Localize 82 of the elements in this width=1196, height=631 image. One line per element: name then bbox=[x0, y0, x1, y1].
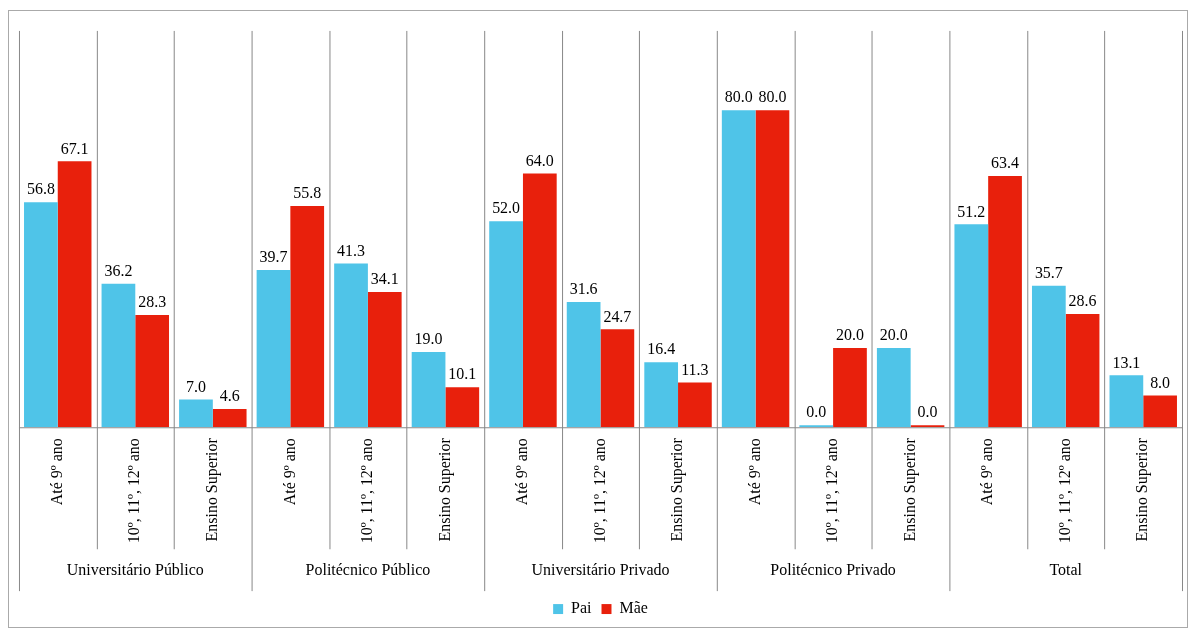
bar bbox=[600, 329, 635, 428]
data-label: 55.8 bbox=[293, 184, 322, 202]
data-label: 28.6 bbox=[1068, 292, 1097, 310]
data-label: 20.0 bbox=[835, 326, 864, 344]
bar bbox=[367, 292, 402, 428]
bar bbox=[212, 409, 247, 428]
bar bbox=[135, 315, 170, 428]
data-label: 39.7 bbox=[259, 248, 288, 266]
bar bbox=[1143, 395, 1177, 428]
bar bbox=[411, 351, 446, 428]
bar bbox=[445, 387, 480, 428]
bar bbox=[1109, 375, 1144, 428]
data-label: 80.0 bbox=[758, 88, 787, 106]
data-label: 20.0 bbox=[879, 326, 908, 344]
text: Politécnico Privado bbox=[770, 561, 896, 579]
data-label: 67.1 bbox=[60, 139, 89, 157]
bar bbox=[988, 175, 1022, 428]
bar bbox=[678, 382, 712, 428]
x-tick-label: Até 9º ano bbox=[47, 438, 65, 506]
bar bbox=[721, 110, 756, 428]
bar bbox=[833, 347, 867, 428]
legend-label: Mãe bbox=[619, 599, 648, 617]
bar bbox=[179, 399, 213, 428]
x-tick-label: 10º, 11º, 12º ano bbox=[358, 438, 376, 544]
bar bbox=[566, 302, 601, 428]
bar bbox=[522, 173, 557, 428]
bar bbox=[24, 202, 58, 428]
bar bbox=[1031, 285, 1066, 428]
bar bbox=[334, 263, 368, 428]
x-tick-label: Até 9º ano bbox=[280, 438, 298, 506]
bar bbox=[755, 110, 790, 428]
data-label: 7.0 bbox=[185, 377, 206, 395]
x-tick-label: Ensino Superior bbox=[1133, 437, 1152, 542]
x-tick-label: Ensino Superior bbox=[435, 437, 454, 542]
x-tick-label: 10º, 11º, 12º ano bbox=[590, 438, 608, 544]
data-label: 31.6 bbox=[569, 280, 598, 298]
data-label: 35.7 bbox=[1034, 264, 1063, 281]
x-tick-label: Ensino Superior bbox=[668, 437, 687, 542]
x-tick-label: Ensino Superior bbox=[203, 437, 222, 542]
bar bbox=[910, 425, 945, 428]
data-label: 56.8 bbox=[26, 180, 55, 198]
data-label: 36.2 bbox=[104, 262, 133, 280]
data-label: 4.6 bbox=[219, 387, 240, 405]
x-tick-label: 10º, 11º, 12º ano bbox=[125, 438, 143, 544]
data-label: 0.0 bbox=[917, 403, 938, 421]
x-tick-label: Até 9º ano bbox=[978, 438, 996, 506]
text: Universitário Privado bbox=[531, 561, 670, 579]
x-tick-label: Até 9º ano bbox=[745, 438, 763, 506]
bar bbox=[644, 362, 679, 428]
data-label: 28.3 bbox=[138, 293, 167, 311]
bar bbox=[290, 206, 325, 428]
data-label: 16.4 bbox=[647, 340, 676, 358]
data-label: 19.0 bbox=[414, 330, 443, 348]
text: Politécnico Público bbox=[305, 561, 431, 579]
data-label: 24.7 bbox=[603, 307, 632, 325]
x-tick-label: Ensino Superior bbox=[900, 437, 919, 542]
data-label: 41.3 bbox=[337, 241, 366, 259]
bar bbox=[57, 161, 92, 428]
x-tick-label: 10º, 11º, 12º ano bbox=[823, 438, 841, 544]
data-label: 80.0 bbox=[724, 88, 753, 106]
x-tick-label: 10º, 11º, 12º ano bbox=[1055, 438, 1073, 544]
bar bbox=[101, 283, 136, 428]
bar bbox=[1065, 313, 1100, 428]
data-label: 0.0 bbox=[806, 403, 827, 421]
data-label: 34.1 bbox=[370, 270, 399, 288]
data-label: 64.0 bbox=[525, 151, 554, 169]
bar bbox=[954, 224, 989, 428]
bar bbox=[876, 347, 911, 428]
data-label: 8.0 bbox=[1150, 373, 1171, 391]
data-label: 13.1 bbox=[1112, 353, 1141, 371]
bar bbox=[799, 425, 834, 428]
data-label: 10.1 bbox=[448, 365, 477, 383]
text: Total bbox=[1049, 561, 1083, 579]
bar bbox=[256, 269, 291, 428]
x-tick-label: Até 9º ano bbox=[513, 438, 531, 506]
data-label: 11.3 bbox=[681, 360, 709, 378]
legend-label: Pai bbox=[571, 599, 593, 617]
data-label: 52.0 bbox=[492, 199, 521, 217]
data-label: 51.2 bbox=[957, 202, 986, 220]
data-label: 63.4 bbox=[991, 154, 1020, 172]
bar bbox=[489, 221, 523, 428]
text: Universitário Público bbox=[66, 561, 204, 579]
